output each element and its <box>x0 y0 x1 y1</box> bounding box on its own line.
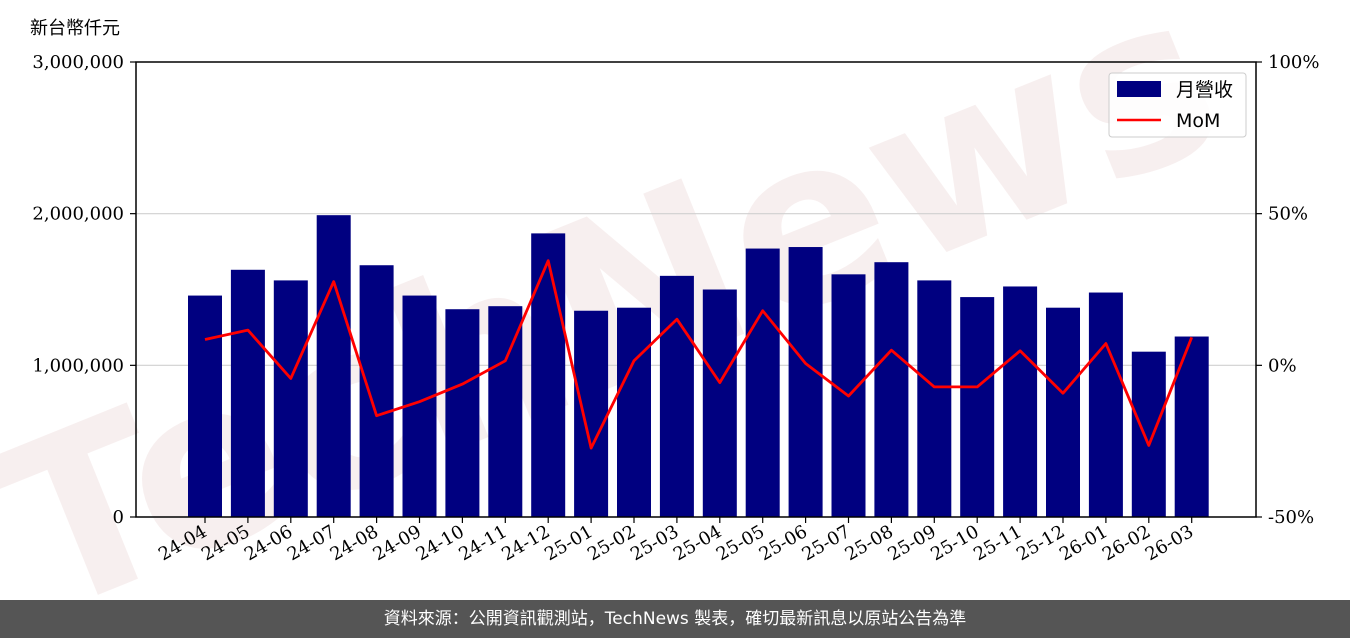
revenue-bar <box>1131 351 1166 517</box>
revenue-bar <box>531 233 566 517</box>
revenue-bar <box>917 280 952 517</box>
y-axis-unit-label: 新台幣仟元 <box>30 18 120 39</box>
revenue-bar <box>702 289 737 517</box>
revenue-bar <box>488 306 523 517</box>
x-tick-label: 25-11 <box>970 521 1025 565</box>
legend: 月營收 MoM <box>1108 72 1247 138</box>
revenue-bar <box>445 309 480 517</box>
x-tick-label: 24-12 <box>498 521 553 565</box>
revenue-bar <box>788 247 823 518</box>
left-tick-label: 1,000,000 <box>32 355 124 376</box>
x-tick-label: 25-08 <box>841 521 896 565</box>
left-tick-label: 2,000,000 <box>32 204 124 225</box>
legend-label-revenue: 月營收 <box>1176 79 1233 101</box>
revenue-bar <box>617 307 651 517</box>
plot-frame <box>135 61 1257 518</box>
x-tick-label: 25-10 <box>927 521 982 565</box>
x-tick-label: 25-03 <box>627 521 682 565</box>
revenue-bar <box>1088 292 1123 517</box>
left-tick-label: 0 <box>113 507 124 528</box>
revenue-bar <box>1046 307 1080 517</box>
revenue-bar <box>316 215 351 517</box>
x-tick-label: 26-01 <box>1056 521 1111 565</box>
revenue-bar <box>230 269 265 517</box>
x-tick-label: 26-03 <box>1142 521 1197 565</box>
revenue-bar <box>188 295 222 517</box>
mom-line-series <box>204 259 1194 450</box>
legend-bar-swatch <box>1117 81 1161 97</box>
x-tick-label: 24-10 <box>412 521 467 565</box>
left-tick-label: 3,000,000 <box>32 52 124 73</box>
x-tick-label: 25-01 <box>541 521 596 565</box>
x-tick-label: 25-06 <box>756 521 811 565</box>
right-tick-label: -50% <box>1268 507 1314 528</box>
x-tick-label: 24-11 <box>455 521 510 565</box>
legend-label-mom: MoM <box>1176 110 1220 132</box>
x-tick-label: 25-09 <box>884 521 939 565</box>
right-y-axis: -50% 0% 50% 100% <box>1256 52 1319 528</box>
revenue-bar <box>359 265 394 517</box>
x-tick-label: 25-04 <box>670 521 725 565</box>
left-y-axis: 0 1,000,000 2,000,000 3,000,000 <box>32 52 136 528</box>
right-tick-label: 50% <box>1268 204 1308 225</box>
revenue-bar <box>574 310 609 517</box>
revenue-bar <box>659 275 694 517</box>
revenue-bar <box>745 248 780 518</box>
revenue-bar <box>1003 286 1038 517</box>
revenue-bar <box>960 297 995 517</box>
x-tick-label: 25-05 <box>713 521 768 565</box>
bar-series <box>188 215 1209 518</box>
revenue-bar <box>273 280 308 517</box>
right-tick-label: 0% <box>1268 355 1297 376</box>
x-tick-label: 26-02 <box>1099 521 1154 565</box>
x-tick-label: 25-12 <box>1013 521 1068 565</box>
mom-line <box>204 259 1194 450</box>
source-footer: 資料來源：公開資訊觀測站，TechNews 製表，確切最新訊息以原站公告為準 <box>0 600 1350 638</box>
right-tick-label: 100% <box>1268 52 1319 73</box>
revenue-bar <box>874 262 909 517</box>
x-tick-label: 25-07 <box>799 521 854 565</box>
x-tick-label: 25-02 <box>584 521 639 565</box>
